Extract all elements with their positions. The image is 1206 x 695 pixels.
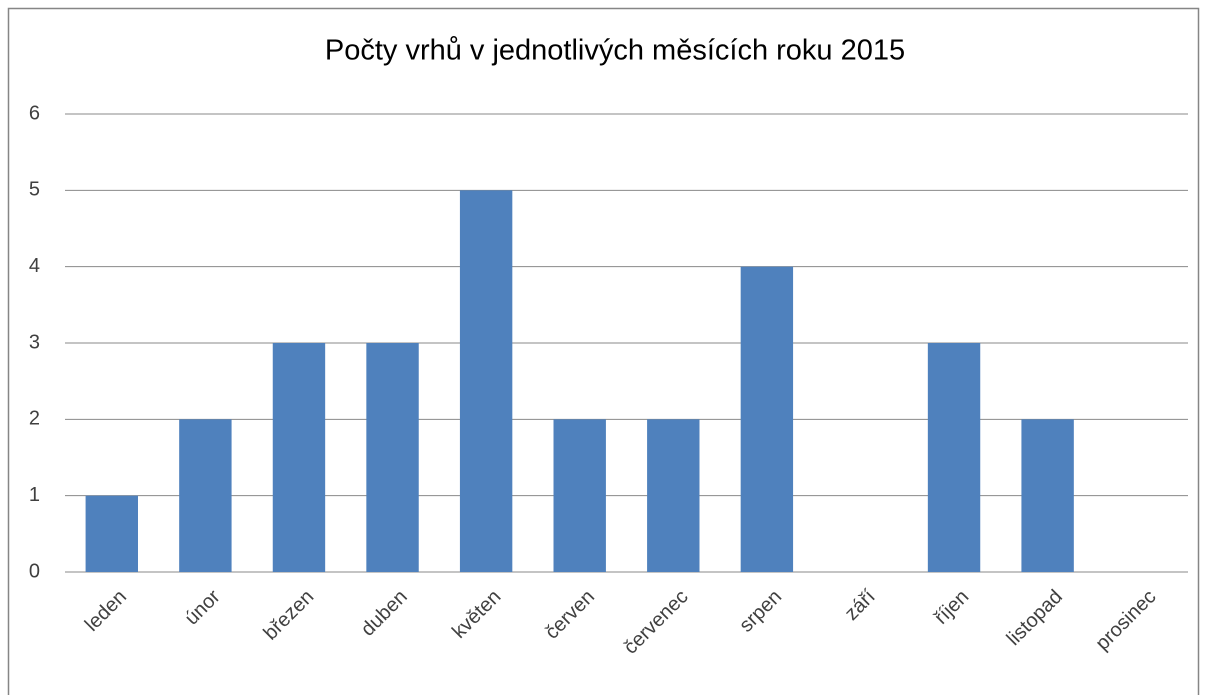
bar <box>272 343 326 572</box>
bar <box>927 343 981 572</box>
y-tick-label: 2 <box>29 408 40 430</box>
bar <box>740 266 794 572</box>
bar <box>1021 419 1074 572</box>
bar <box>459 190 513 573</box>
chart-frame <box>7 7 1200 695</box>
y-tick-label: 4 <box>29 255 40 277</box>
y-tick-label: 6 <box>29 102 40 124</box>
y-tick-label: 5 <box>29 179 40 201</box>
chart-title: Počty vrhů v jednotlivých měsících roku … <box>325 35 905 67</box>
y-tick-label: 3 <box>29 331 40 353</box>
bar <box>179 419 232 572</box>
y-tick-label: 0 <box>29 560 40 582</box>
bar <box>647 419 700 572</box>
bar <box>553 419 606 572</box>
bar <box>85 495 138 572</box>
bar <box>366 343 419 572</box>
y-tick-label: 1 <box>29 484 40 506</box>
